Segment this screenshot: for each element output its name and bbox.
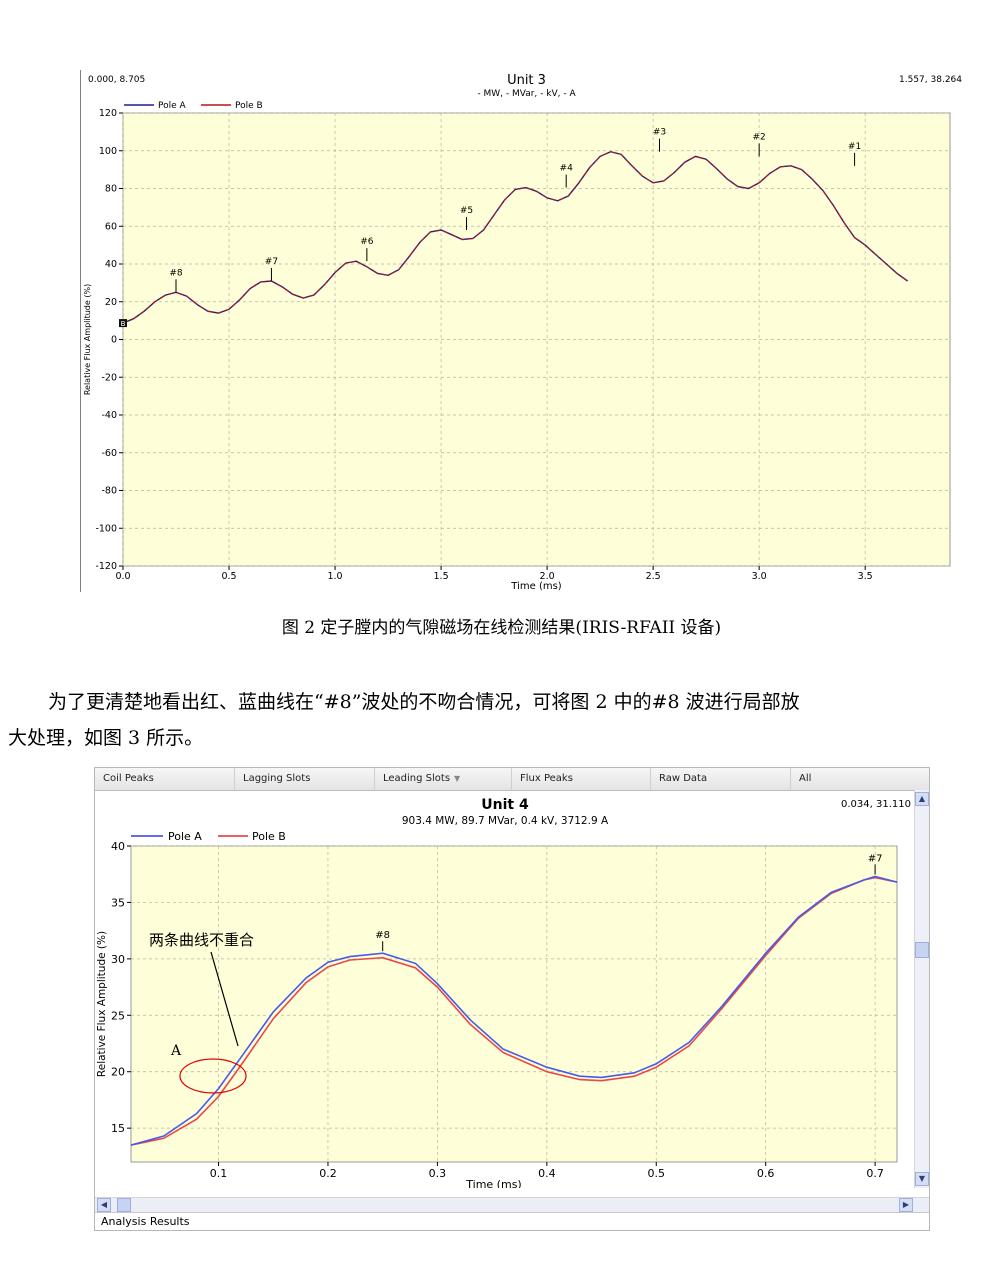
- chart2-series-pole-b: [130, 876, 898, 1146]
- chart2-legend-label-pole-b: Pole B: [252, 830, 286, 843]
- chart1-ytick-label: -20: [101, 372, 117, 383]
- chart2-peak-label: #7: [868, 853, 883, 864]
- chart2-peak-label: #8: [375, 930, 390, 941]
- chart1-xtick-label: 3.5: [858, 571, 873, 582]
- chart1-legend-label-pole-b: Pole B: [235, 101, 263, 111]
- chart1-ytick-label: -100: [95, 523, 117, 534]
- hscroll-thumb[interactable]: [117, 1198, 131, 1212]
- horizontal-scrollbar[interactable]: ◀ ▶: [95, 1197, 929, 1212]
- chart1-xtick-label: 1.0: [327, 571, 342, 582]
- chart1-xtick-label: 2.0: [540, 571, 555, 582]
- chart2-ytick-label: 25: [111, 1009, 125, 1022]
- chart2-ytick-label: 20: [111, 1066, 125, 1079]
- chart1-peak-label: #7: [265, 257, 278, 267]
- chart2-xtick-label: 0.2: [319, 1167, 337, 1180]
- chart2-xtick-label: 0.1: [210, 1167, 228, 1180]
- chart1-ytick-label: 20: [105, 297, 117, 308]
- chart2-corner-right: 0.034, 31.110: [841, 799, 911, 810]
- chart1-peak-label: #8: [169, 268, 183, 278]
- chart1-ytick-label: 40: [105, 259, 117, 270]
- paragraph-line-2: 大处理，如图 3 所示。: [8, 727, 204, 749]
- chart2-plot-area: [130, 845, 898, 1163]
- chart2-annotation-text: 两条曲线不重合: [149, 931, 254, 949]
- tab-all[interactable]: All: [799, 773, 812, 784]
- chart1-ylabel: Relative Flux Amplitude (%): [83, 284, 92, 395]
- chart1-xtick-label: 1.5: [434, 571, 449, 582]
- vertical-scrollbar[interactable]: ▲ ▼: [914, 790, 929, 1188]
- analysis-window: Coil Peaks Lagging Slots Leading Slots ▼ …: [94, 767, 930, 1231]
- chart1-xlabel: Time (ms): [510, 581, 562, 592]
- chart1-legend-label-pole-a: Pole A: [158, 101, 187, 111]
- chart2-ytick-label: 15: [111, 1122, 125, 1135]
- chart1-xtick-label: 3.0: [752, 571, 767, 582]
- chart1-peak-label: #5: [460, 206, 473, 216]
- chart2-xtick-label: 0.6: [757, 1167, 775, 1180]
- tab-bar: Coil Peaks Lagging Slots Leading Slots ▼ …: [95, 768, 929, 791]
- chart1-xtick-label: 0.5: [221, 571, 236, 582]
- figure-2-chart: 120 100 80 60 40 20 0 -20 -40 -60 -80 -100 -120 0.0 0.…: [79, 70, 970, 595]
- chart2-title: Unit 4: [481, 797, 529, 813]
- chart1-plot-area: [122, 112, 951, 567]
- chart1-series-pole-b: [122, 151, 908, 324]
- chart2-mismatch-ellipse: [179, 1058, 247, 1094]
- chart2-legend-label-pole-a: Pole A: [168, 830, 202, 843]
- tab-leading-slots[interactable]: Leading Slots ▼: [375, 768, 512, 790]
- chart1-xtick-label: 0.0: [115, 571, 130, 582]
- chart2-xtick-label: 0.7: [866, 1167, 884, 1180]
- chart2-xtick-label: 0.4: [538, 1167, 556, 1180]
- scroll-down-icon[interactable]: ▼: [915, 1172, 929, 1186]
- chart1-xtick-label: 2.5: [646, 571, 661, 582]
- scroll-up-icon[interactable]: ▲: [915, 792, 929, 806]
- chart2-ytick-label: 40: [111, 840, 125, 853]
- chart2-xtick-label: 0.3: [429, 1167, 447, 1180]
- scroll-left-icon[interactable]: ◀: [97, 1198, 111, 1212]
- scroll-thumb[interactable]: [915, 942, 929, 958]
- chart1-ytick-label: 0: [111, 335, 117, 346]
- status-bar: Analysis Results: [95, 1212, 929, 1230]
- chart2-ytick-label: 35: [111, 896, 125, 909]
- chart1-peak-label: #3: [653, 128, 666, 138]
- chart2-xtick-label: 0.5: [648, 1167, 666, 1180]
- chart2-subtitle: 903.4 MW, 89.7 MVar, 0.4 kV, 3712.9 A: [402, 815, 609, 827]
- chart2-ylabel: Relative Flux Amplitude (%): [96, 931, 108, 1077]
- chevron-down-icon[interactable]: ▼: [454, 774, 461, 783]
- tab-flux-peaks[interactable]: Flux Peaks: [512, 768, 651, 790]
- chart1-ytick-label: -80: [101, 486, 117, 497]
- chart1-peak-label: #1: [848, 142, 861, 152]
- chart1-ytick-label: 60: [105, 221, 117, 232]
- chart2-ytick-label: 30: [111, 953, 125, 966]
- chart1-subtitle: - MW, - MVar, - kV, - A: [477, 89, 576, 99]
- tab-leading-slots-label: Leading Slots: [383, 773, 451, 784]
- tab-raw-data[interactable]: Raw Data: [651, 768, 791, 790]
- chart2-xlabel: Time (ms): [465, 1178, 521, 1188]
- chart2-point-label: A: [170, 1043, 182, 1059]
- chart1-ytick-label: -40: [101, 410, 117, 421]
- chart1-cursor-marker: [119, 319, 127, 328]
- chart1-marker-label: B: [121, 320, 126, 328]
- chart1-ytick-label: -120: [95, 561, 117, 572]
- chart2-series-pole-a: [130, 875, 898, 1146]
- chart2-annotation-leader: [210, 951, 239, 1047]
- chart1-ytick-label: 80: [105, 184, 117, 195]
- tab-lagging-slots[interactable]: Lagging Slots: [235, 768, 375, 790]
- chart1-peak-label: #6: [360, 237, 374, 247]
- figure-caption: 图 2 定子膛内的气隙磁场在线检测结果(IRIS-RFAII 设备): [281, 618, 722, 638]
- chart1-title: Unit 3: [507, 73, 546, 88]
- chart1-peak-label: #4: [560, 164, 574, 174]
- chart2-svg: 40 35 30 25 20 15 0.1 0.2 0.3 0.4 0.5 0.6 0.7 Time (m…: [96, 797, 911, 1188]
- chart1-ytick-label: -60: [101, 448, 117, 459]
- chart1-corner-left: 0.000, 8.705: [88, 75, 145, 85]
- chart1-ytick-label: 100: [99, 146, 117, 157]
- scroll-right-icon[interactable]: ▶: [899, 1198, 913, 1212]
- chart1-corner-right: 1.557, 38.264: [899, 75, 962, 85]
- chart1-peak-label: #2: [753, 132, 766, 142]
- paragraph-line-1: 为了更清楚地看出红、蓝曲线在“#8”波处的不吻合情况，可将图 2 中的#8 波进…: [48, 691, 800, 713]
- tab-coil-peaks[interactable]: Coil Peaks: [95, 768, 235, 790]
- chart1-ytick-label: 120: [99, 108, 117, 119]
